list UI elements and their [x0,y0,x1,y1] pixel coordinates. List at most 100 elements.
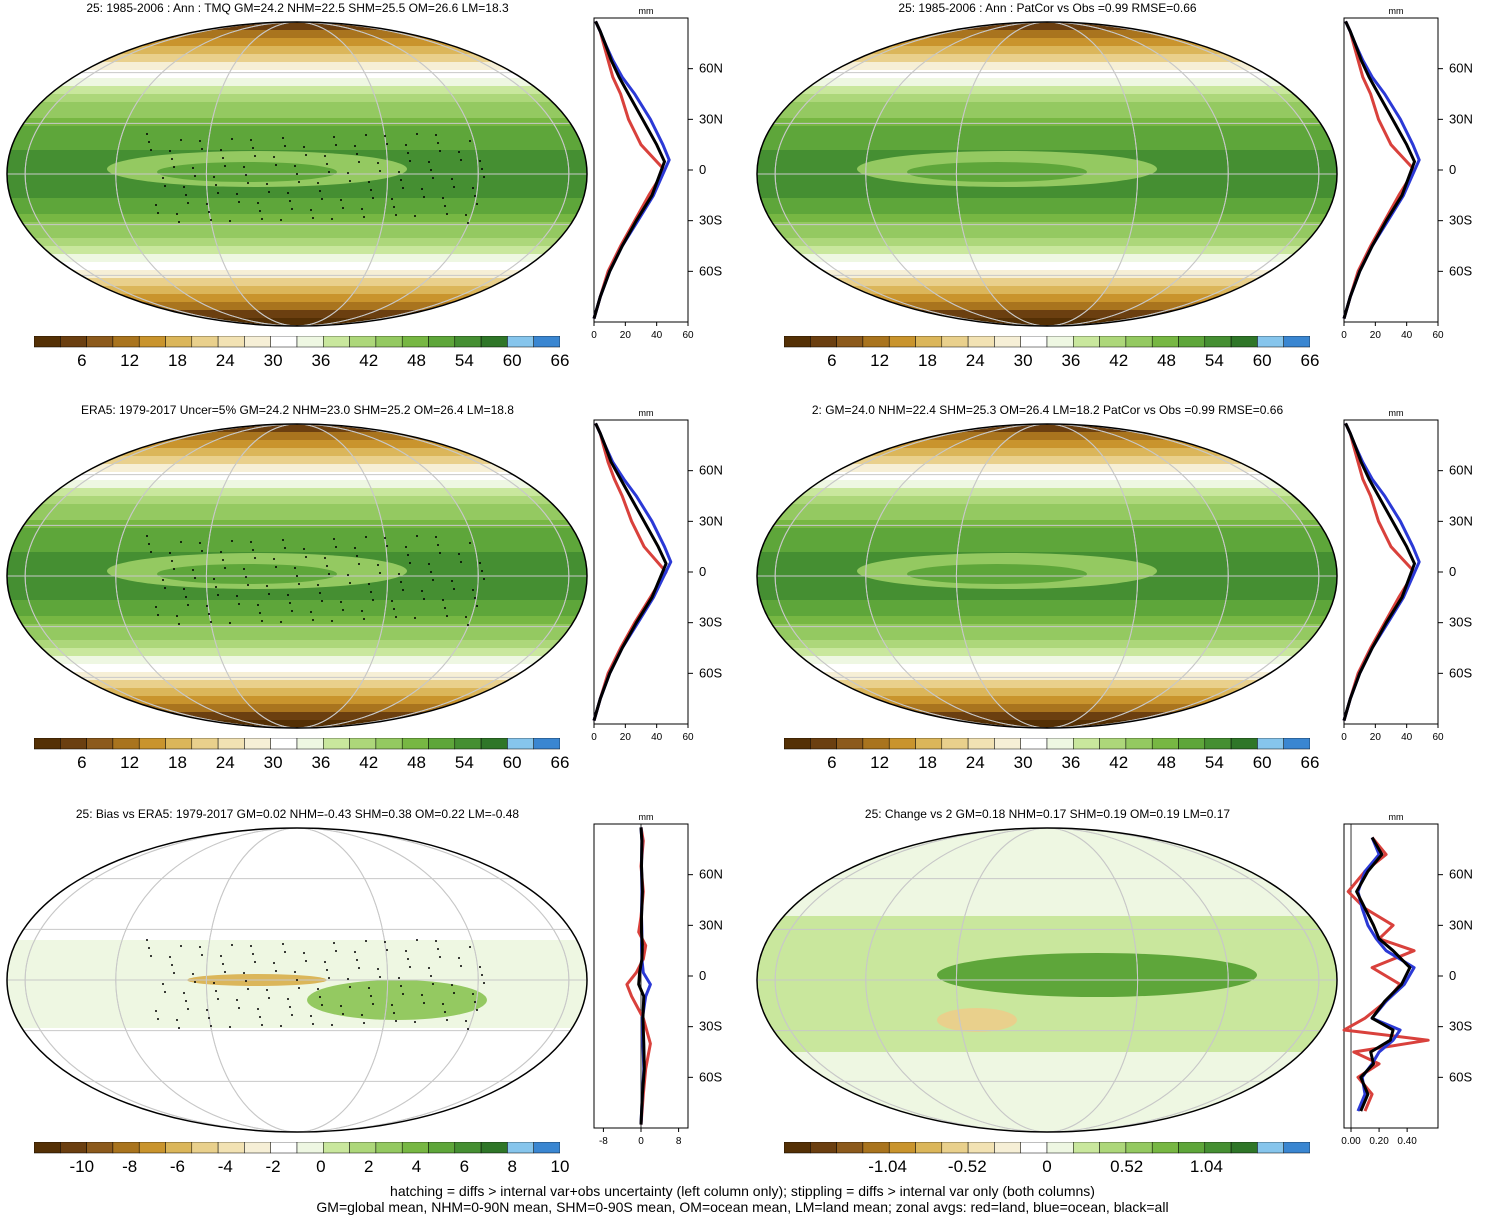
zonal-x-tick-label: 0 [638,1136,644,1147]
stipple-dot [180,945,182,947]
zonal-mean-plot-r1c4: mm 60N 30N 0 30S 60S 0 20 40 60 [1341,6,1473,341]
stipple-dot [310,611,312,613]
map-shade-band [7,664,587,673]
stipple-dot [405,950,407,952]
stipple-dot [238,1007,240,1009]
zonal-y-tick-label: 0 [699,162,706,177]
map-shade-band [757,608,1337,617]
zonal-y-tick-label: 0 [699,564,706,579]
stipple-dot [275,164,277,166]
stipple-dot [437,142,439,144]
map-shade-band [7,206,587,215]
map-shade-band [7,38,587,47]
map-shade-band [7,198,587,207]
map-shade-band [757,424,1337,433]
stipple-dot [180,139,182,141]
map-shade-band [7,892,587,901]
stipple-dot [465,616,467,618]
stipple-dot [430,571,432,573]
map-shade-band [757,230,1337,239]
zonal-y-tick-label: 60N [699,463,723,478]
stipple-dot [326,565,328,567]
stipple-dot [146,939,148,941]
map-shade-band [7,536,587,545]
map-shade-band [7,142,587,151]
stipple-dot [342,609,344,611]
map-shade-band [7,62,587,71]
stipple-dot [347,574,349,576]
stipple-dot [291,208,293,210]
zonal-y-tick-label: 30N [1449,513,1473,528]
map-shade-band [7,940,587,949]
stipple-dot [282,137,284,139]
colorbar-swatch [533,1142,560,1154]
map-shade-band [757,1052,1337,1061]
colorbar-swatch [1099,336,1127,348]
map-shade-band [757,134,1337,143]
stipple-dot [333,942,335,944]
map-shade-band [757,54,1337,63]
colorbar-tick-label: -0.52 [947,1157,987,1176]
stipple-dot [444,205,446,207]
stipple-dot [395,214,397,216]
stipple-dot [236,193,238,195]
map-shade-band [7,996,587,1005]
change-wet-shape [937,953,1257,997]
stipple-dot [328,171,330,173]
zonal-x-tick-label: 60 [682,732,694,743]
map-shade-band [757,916,1337,925]
colorbar-swatch [784,1142,811,1154]
stipple-dot [229,1026,231,1028]
stipple-dot [192,973,194,975]
colorbar-tick-label: -8 [122,1157,138,1176]
stipple-dot [291,1014,293,1016]
stipple-dot [155,1010,157,1012]
stipple-dot [201,148,203,150]
stipple-dot [183,992,185,994]
colorbar-tick-label: 42 [1109,351,1129,370]
colorbar-swatch [34,1142,61,1154]
map-shade-band [757,632,1337,641]
stipple-dot [252,147,254,149]
stipple-dot [169,150,171,152]
map-shade-band [7,46,587,55]
map-shade-band [7,230,587,239]
map-shade-band [7,672,587,681]
stipple-dot [476,605,478,607]
colorbar-swatch [1020,336,1048,348]
zonal-y-tick-label: 30N [699,111,723,126]
map-shade-band [7,836,587,845]
map-shade-band [757,924,1337,933]
colorbar-tick-label: 36 [1061,753,1081,772]
map-shade-band [757,892,1337,901]
colorbar-r3c1 [34,1142,560,1154]
map-shade-band [7,22,587,31]
map-shade-band [7,1036,587,1045]
stipple-dot [444,1011,446,1013]
zonal-y-tick-label: 60S [699,1069,722,1084]
stipple-dot [423,196,425,198]
zonal-x-tick-label: 0 [591,732,597,743]
stipple-dot [268,191,270,193]
colorbar-swatch [862,738,890,750]
colorbar-tick-label: 4 [411,1157,422,1176]
stipple-dot [247,182,249,184]
stipple-dot [312,619,314,621]
map-shade-band [757,448,1337,457]
map-shade-band [757,302,1337,311]
stipple-dot [164,991,166,993]
map-shade-band [757,876,1337,885]
map-shade-band [757,456,1337,465]
stipple-dot [199,542,201,544]
stipple-dot [423,1002,425,1004]
stipple-dot [178,1027,180,1029]
colorbar-swatch [784,336,811,348]
stipple-dot [400,985,402,987]
colorbar-swatch [888,336,916,348]
stipple-dot [173,166,175,168]
map-shade-band [7,214,587,223]
map-shade-band [757,828,1337,837]
stipple-dot [474,597,476,599]
map-shade-band [757,488,1337,497]
map-shade-band [757,190,1337,199]
